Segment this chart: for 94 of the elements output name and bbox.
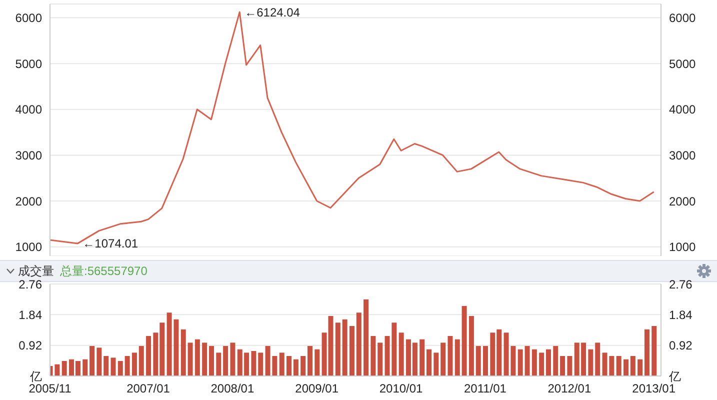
y2-tick-label: 2000 <box>669 194 696 208</box>
bar <box>194 339 200 376</box>
bar <box>258 352 264 376</box>
bar <box>616 356 622 376</box>
x-tick-label: 2007/01 <box>126 382 170 396</box>
bar <box>567 356 572 376</box>
bar <box>378 342 383 376</box>
y2-tick-label: 1.84 <box>669 308 693 322</box>
x-tick-label: 2009/01 <box>295 382 339 396</box>
bar <box>300 356 306 376</box>
y2-tick-label: 2.76 <box>669 277 693 292</box>
y2-tick-label: 6000 <box>669 11 696 26</box>
y-tick-label: 6000 <box>15 11 42 26</box>
bar <box>230 342 236 376</box>
bar <box>532 349 537 376</box>
bar <box>454 339 460 376</box>
x-tick-label: 2013/01 <box>632 382 676 396</box>
bar <box>426 349 432 376</box>
bar <box>468 316 474 376</box>
bar <box>90 346 95 376</box>
bar <box>518 349 523 376</box>
y2-tick-label: 0.92 <box>669 338 693 353</box>
x-tick-label: 2005/11 <box>28 382 72 396</box>
bar <box>476 346 481 376</box>
bar <box>293 359 298 376</box>
x-tick-label: 2012/01 <box>548 382 592 396</box>
bar <box>216 352 222 376</box>
bar <box>202 342 208 376</box>
y-tick-label: 2000 <box>15 194 42 208</box>
annotation: ←6124.04 <box>244 5 300 20</box>
y-tick-label: 4000 <box>15 102 42 117</box>
text: 总量:565557970 <box>60 263 148 280</box>
bar <box>483 346 488 376</box>
y-tick-label: 1000 <box>15 240 42 254</box>
bar <box>82 359 88 376</box>
y-tick-label: 3000 <box>15 148 42 162</box>
bar <box>342 319 348 376</box>
annotation: ←1074.01 <box>82 236 138 251</box>
bar <box>110 358 116 376</box>
bar <box>588 349 594 376</box>
bar <box>314 349 320 376</box>
bar <box>223 346 228 376</box>
text: 成交量 <box>18 263 54 280</box>
bar <box>208 346 214 376</box>
bar <box>644 329 650 376</box>
bar <box>560 356 566 376</box>
bar <box>356 312 362 376</box>
x-tick-label: 2011/01 <box>464 382 507 396</box>
bar <box>96 348 102 376</box>
bar <box>370 336 376 376</box>
bar <box>349 326 354 376</box>
bar <box>630 356 636 376</box>
bar <box>104 356 109 376</box>
bar <box>138 346 144 376</box>
bar <box>188 342 193 376</box>
bar <box>335 322 340 376</box>
bar <box>124 356 130 376</box>
bar <box>62 361 67 376</box>
bar <box>638 359 643 376</box>
bar <box>420 339 425 376</box>
bar <box>398 332 404 376</box>
bar <box>118 361 123 376</box>
bar <box>279 352 284 376</box>
y2-tick-label: 3000 <box>669 148 696 162</box>
bar <box>546 349 551 376</box>
y2-tick-label: 亿 <box>668 369 681 384</box>
bar <box>623 359 628 376</box>
x-tick-label: 2008/01 <box>210 382 254 396</box>
x-tick-label: 2010/01 <box>379 382 424 396</box>
bar <box>652 326 657 376</box>
y-tick-label: 5000 <box>15 56 42 71</box>
bar <box>539 352 544 376</box>
bar <box>307 346 312 376</box>
bar <box>54 364 60 376</box>
bar <box>251 351 256 376</box>
bar <box>524 346 530 376</box>
y-tick-label: 0.92 <box>18 338 42 353</box>
bar <box>146 336 152 376</box>
y-tick-label: 亿 <box>29 369 42 384</box>
bar <box>132 352 137 376</box>
y2-tick-label: 4000 <box>669 102 696 117</box>
bar <box>286 356 292 376</box>
y2-tick-label: 1000 <box>669 240 696 254</box>
y-tick-label: 1.84 <box>18 308 42 322</box>
bar <box>440 342 446 376</box>
bar <box>595 342 600 376</box>
bar <box>448 336 453 376</box>
bar <box>462 306 467 376</box>
bar <box>434 352 439 376</box>
bar <box>553 346 558 376</box>
y2-tick-label: 5000 <box>669 56 696 71</box>
bar <box>180 329 186 376</box>
y-tick-label: 2.76 <box>18 277 42 292</box>
bar <box>364 299 369 376</box>
